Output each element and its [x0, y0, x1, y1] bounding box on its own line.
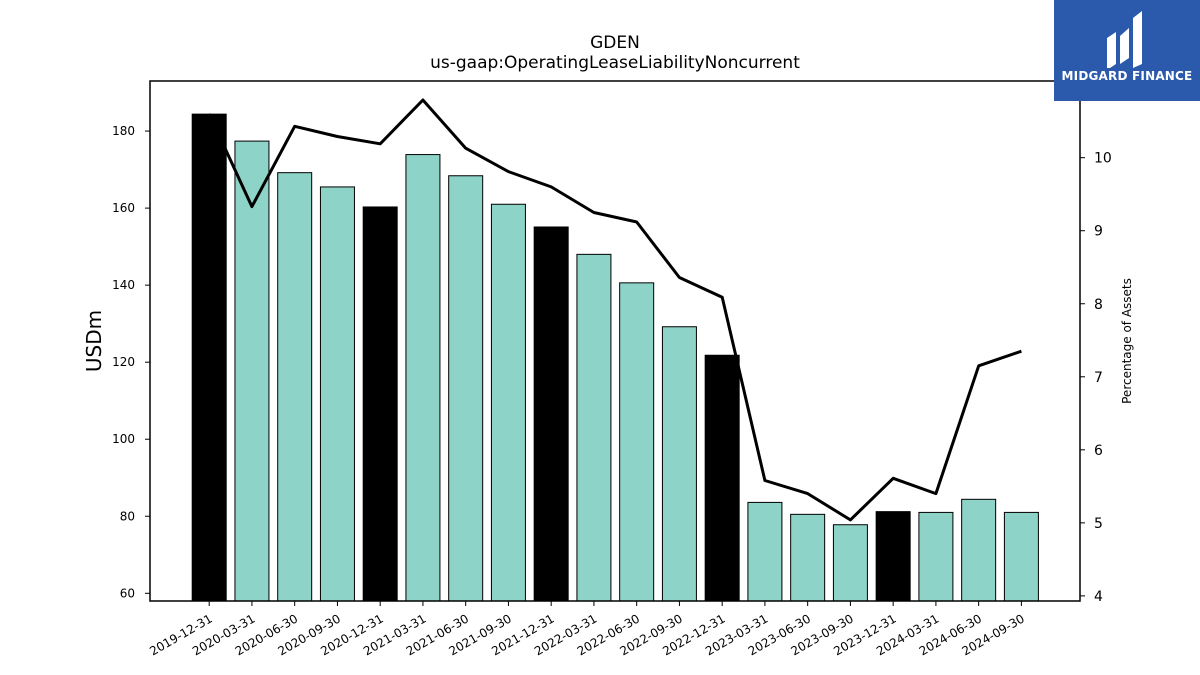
- bar-2022-09-30: [661, 326, 697, 602]
- y2-tick-label: 5: [1094, 516, 1103, 532]
- bar-2020-09-30: [319, 186, 355, 602]
- chart-title: GDEN: [590, 33, 640, 53]
- bar-2024-03-31: [918, 511, 954, 602]
- y-tick-label: 180: [112, 124, 135, 138]
- brand-logo: MIDGARD FINANCE: [1054, 0, 1200, 101]
- y-tick-label: 160: [112, 201, 135, 215]
- logo-mark-icon: [1107, 11, 1142, 68]
- percentage-of-assets-line: [207, 98, 1022, 522]
- bar-2024-06-30: [961, 498, 997, 602]
- y2-tick-label: 6: [1094, 443, 1103, 459]
- y2-tick-label: 7: [1094, 370, 1103, 386]
- y-tick-label: 100: [112, 432, 135, 446]
- y2-axis-label: Percentage of Assets: [1120, 278, 1134, 404]
- y-tick-label: 120: [112, 355, 135, 369]
- bar-2020-03-31: [234, 140, 270, 602]
- bar-2020-12-31: [362, 206, 398, 602]
- bar-2022-12-31: [704, 354, 740, 602]
- y-tick-label: 140: [112, 278, 135, 292]
- bar-2021-03-31: [405, 154, 441, 602]
- y2-tick-label: 4: [1094, 589, 1103, 605]
- y-tick-label: 80: [120, 509, 135, 523]
- bar-2023-12-31: [875, 511, 911, 602]
- y2-tick-label: 8: [1094, 297, 1103, 313]
- bar-2020-06-30: [277, 172, 313, 602]
- bar-2021-09-30: [490, 203, 526, 602]
- bars-layer: [191, 113, 1039, 602]
- bar-2023-06-30: [790, 513, 826, 602]
- bar-2021-12-31: [533, 226, 569, 602]
- y-axis-label: USDm: [82, 310, 106, 372]
- bar-2021-06-30: [448, 175, 484, 602]
- y-tick-label: 60: [120, 586, 135, 600]
- y2-tick-label: 9: [1094, 224, 1103, 240]
- y2-tick-label: 10: [1094, 151, 1112, 167]
- bar-2023-03-31: [747, 501, 783, 602]
- bar-2022-03-31: [576, 253, 612, 602]
- bar-2019-12-31: [191, 113, 227, 602]
- brand-name: MIDGARD FINANCE: [1061, 69, 1193, 83]
- bar-2022-06-30: [619, 282, 655, 602]
- chart-subtitle: us-gaap:OperatingLeaseLiabilityNoncurren…: [430, 53, 800, 73]
- bar-2023-09-30: [832, 524, 868, 602]
- plot-frame: [149, 80, 1081, 602]
- bar-2024-09-30: [1003, 511, 1039, 602]
